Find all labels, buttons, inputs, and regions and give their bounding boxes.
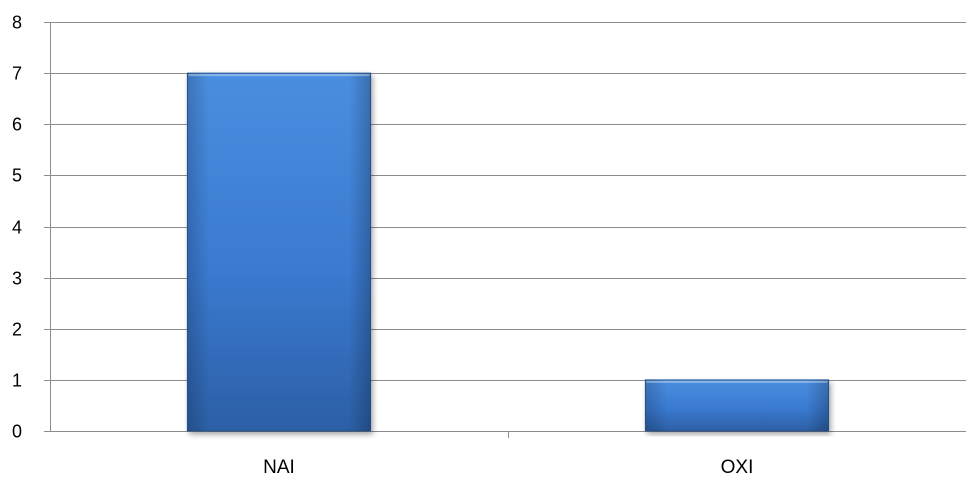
y-tick-label-6: 6 xyxy=(12,115,22,135)
tick-labels: 0 1 2 3 4 5 6 7 8 NAI OXI xyxy=(12,13,753,479)
y-tick-label-5: 5 xyxy=(12,166,22,186)
x-tick-label-oxi: OXI xyxy=(721,457,754,478)
bar-shade-oxi xyxy=(645,379,829,431)
y-tick-label-8: 8 xyxy=(12,13,22,33)
bar-shade-nai xyxy=(187,73,371,431)
bars xyxy=(186,72,830,432)
bar-group-oxi xyxy=(644,379,830,432)
y-tick-label-0: 0 xyxy=(12,422,22,442)
y-tick-label-1: 1 xyxy=(12,371,22,391)
y-tick-label-2: 2 xyxy=(12,320,22,340)
bar-highlight-nai xyxy=(188,74,370,77)
y-tick-label-4: 4 xyxy=(12,218,22,238)
axes xyxy=(44,22,966,438)
x-tick-label-nai: NAI xyxy=(263,457,295,478)
y-tick-label-7: 7 xyxy=(12,64,22,84)
y-tick-label-3: 3 xyxy=(12,269,22,289)
bar-group-nai xyxy=(186,72,372,432)
bar-highlight-oxi xyxy=(646,380,828,383)
